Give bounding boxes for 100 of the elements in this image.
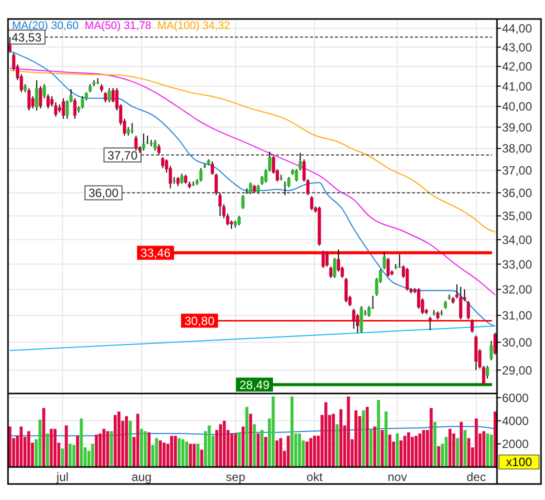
bar <box>144 431 147 467</box>
y-tick-label: 42,00 <box>502 60 532 74</box>
bar <box>158 440 162 467</box>
bar <box>188 444 192 467</box>
line-series <box>9 68 496 296</box>
candlestick <box>294 168 298 182</box>
bar <box>234 433 238 467</box>
y-tick-label: 39,00 <box>502 120 532 134</box>
y-tick-label: 36,00 <box>502 186 532 200</box>
bar <box>148 432 151 467</box>
bar <box>388 434 392 467</box>
candlestick <box>398 254 402 268</box>
y-tick-label: 2000 <box>502 437 530 452</box>
y-tick-label: 6000 <box>502 390 530 405</box>
bar <box>256 433 260 467</box>
line-series <box>9 70 496 232</box>
bar <box>178 438 181 467</box>
bar <box>76 436 80 467</box>
bar <box>430 408 433 467</box>
bar <box>448 428 452 467</box>
bar <box>219 424 222 467</box>
bar <box>346 396 350 467</box>
bar <box>252 424 256 467</box>
bar <box>181 439 184 467</box>
candlestick <box>336 248 340 272</box>
bar <box>298 433 302 467</box>
bar <box>196 444 200 467</box>
bar <box>369 428 372 467</box>
bar <box>114 414 117 467</box>
bar <box>272 396 275 467</box>
bar <box>174 436 177 467</box>
candlestick <box>130 122 134 134</box>
bar <box>414 436 418 467</box>
candlestick <box>214 173 218 196</box>
bar <box>339 409 342 467</box>
bar <box>102 428 106 467</box>
candlestick <box>325 251 329 268</box>
bar <box>279 438 282 467</box>
candlestick <box>153 139 157 152</box>
bar <box>162 442 166 467</box>
x-tick-label: aug <box>132 470 152 484</box>
bar <box>20 426 23 467</box>
candlestick <box>248 182 252 194</box>
y-tick-label: 37,00 <box>502 164 532 178</box>
candlestick <box>241 194 245 210</box>
ref-line-label: 37,70 <box>107 148 138 162</box>
ref-line-label: 36,00 <box>88 186 119 200</box>
ref-line-label: 43,53 <box>11 30 42 44</box>
x-tick-label: okt <box>306 470 324 484</box>
x-tick-label: dec <box>466 470 486 484</box>
bar <box>456 438 460 467</box>
y-tick-label: 34,00 <box>502 232 532 247</box>
bar <box>170 436 174 467</box>
candlestick <box>486 365 490 380</box>
candlestick <box>283 180 287 196</box>
bar <box>313 436 316 467</box>
text: MA(50) 31,78 <box>84 20 152 32</box>
bar <box>290 396 294 467</box>
candlestick <box>466 300 470 320</box>
y-tick-label: 41,00 <box>502 79 532 94</box>
bar <box>91 444 94 467</box>
candlestick <box>210 161 214 176</box>
bar <box>140 428 144 467</box>
bar <box>260 430 264 467</box>
bar <box>482 431 486 467</box>
candlestick <box>180 173 184 184</box>
bar <box>486 433 490 467</box>
candlestick <box>161 156 164 169</box>
bar <box>373 426 376 467</box>
bar <box>54 428 57 467</box>
bar <box>222 420 226 467</box>
bar <box>410 436 414 467</box>
bar <box>64 425 68 467</box>
bar <box>242 426 245 467</box>
bar <box>384 412 388 467</box>
bar <box>136 414 140 467</box>
bar <box>110 431 113 467</box>
bar <box>124 416 128 467</box>
bar <box>72 445 76 467</box>
x-tick-label: nov <box>388 470 407 484</box>
bar <box>444 436 448 467</box>
bar <box>230 433 234 467</box>
candlestick <box>459 286 462 320</box>
bar <box>418 433 422 467</box>
candlestick <box>35 80 38 112</box>
bar <box>403 436 406 467</box>
candlestick <box>80 96 84 109</box>
bar <box>309 438 312 467</box>
bar <box>354 410 358 467</box>
y-tick-label: 30,00 <box>502 335 532 350</box>
candlestick <box>333 257 336 278</box>
bar <box>433 422 436 467</box>
x-tick-label: jul <box>56 470 69 484</box>
bar <box>332 414 335 467</box>
bar <box>38 420 42 467</box>
bar <box>128 420 132 467</box>
candlestick <box>108 88 111 103</box>
y-tick-label: 43,00 <box>502 40 532 54</box>
candlestick <box>38 86 42 109</box>
bar <box>407 432 410 467</box>
